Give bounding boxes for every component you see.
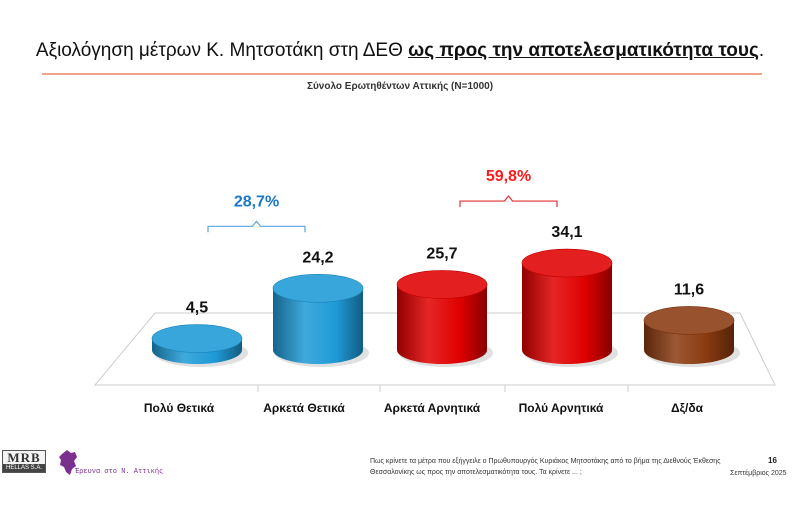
group-bracket-1 <box>459 195 558 208</box>
category-labels-layer: Πολύ Θετικά Αρκετά Θετικά Αρκετά Αρνητικά Π… <box>144 401 704 415</box>
chart-subtitle: Σύνολο Ερωτηθέντων Αττικής (N=1000) <box>306 81 494 92</box>
category-label-0: Πολύ Θετικά <box>144 401 215 415</box>
category-label-4: Δξ/δα <box>671 401 704 415</box>
logo-main-text: MRB <box>7 450 41 465</box>
bar-0 <box>151 324 248 367</box>
bar-3 <box>521 248 618 367</box>
group-total-label-0: 28,7% <box>234 193 279 210</box>
group-brackets-layer: 28,7% 59,8% <box>207 168 558 233</box>
logo-sub-text: HELLAS S.A. <box>3 464 45 472</box>
value-label-0: 4,5 <box>186 300 208 317</box>
bar-body-2 <box>397 284 487 364</box>
bar-top-3 <box>521 248 613 278</box>
attica-map-icon <box>59 450 77 475</box>
value-label-1: 24,2 <box>302 249 333 266</box>
bars-layer <box>151 248 740 367</box>
group-bracket-0 <box>207 220 306 233</box>
bar-top-4 <box>643 306 735 335</box>
value-label-2: 25,7 <box>426 245 457 262</box>
bar-4 <box>643 306 740 367</box>
bar-1 <box>272 273 369 367</box>
value-labels-layer: 4,5 24,2 25,7 34,1 11,6 <box>186 224 704 316</box>
bar-body-1 <box>273 288 363 364</box>
page-number: 16 <box>768 456 777 465</box>
value-label-3: 34,1 <box>551 224 582 241</box>
bar-top-1 <box>272 273 364 303</box>
category-label-1: Αρκετά Θετικά <box>263 401 345 415</box>
bar-top-0 <box>151 324 243 353</box>
footer-date: Σεπτέμβριος 2025 <box>730 470 787 477</box>
chart-title-emphasis: ως προς την αποτελεσματικότητα τους <box>408 40 759 61</box>
bar-2 <box>396 270 493 367</box>
bar-top-2 <box>396 270 488 299</box>
partner-label: Έρευνα στο Ν. Αττικής <box>75 468 164 476</box>
chart-title-end: . <box>758 40 765 61</box>
chart-title: Αξιολόγηση μέτρων Κ. Μητσοτάκη στη ΔΕΘ ω… <box>0 40 800 62</box>
category-label-2: Αρκετά Αρνητικά <box>384 401 481 415</box>
cylinder-bar-chart: 4,5 24,2 25,7 34,1 11,6 Πολύ Θετικά Αρκετά Θε… <box>93 168 776 415</box>
category-label-3: Πολύ Αρνητικά <box>519 401 604 415</box>
title-underline-rule <box>42 73 762 75</box>
bar-body-3 <box>522 263 612 364</box>
group-total-label-1: 59,8% <box>486 168 531 185</box>
mrb-logo: MRB HELLAS S.A. <box>2 450 46 473</box>
category-separators <box>257 385 629 392</box>
chart-title-plain: Αξιολόγηση μέτρων Κ. Μητσοτάκη στη ΔΕΘ <box>35 40 409 61</box>
value-label-4: 11,6 <box>674 281 704 298</box>
question-text: Πως κρίνετε τα μέτρα που εξήγγειλε ο Πρω… <box>370 458 721 476</box>
